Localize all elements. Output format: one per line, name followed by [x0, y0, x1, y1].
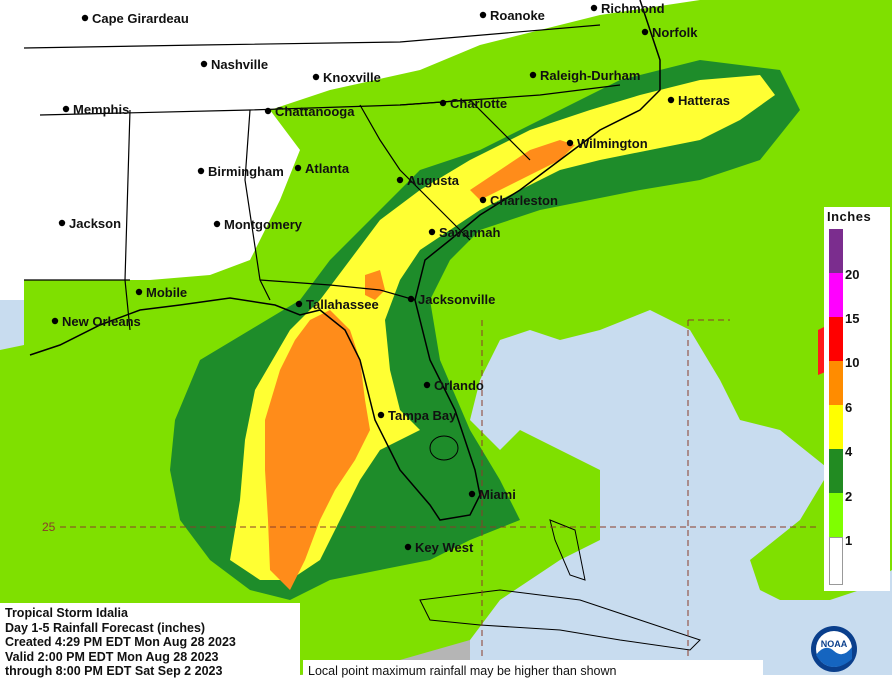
city-label: Norfolk [652, 25, 698, 40]
info-panel: Tropical Storm Idalia Day 1-5 Rainfall F… [0, 603, 300, 678]
swatch-10-15 [829, 317, 843, 361]
legend: Inches 20 15 10 6 4 2 1 [824, 207, 890, 591]
swatch-2-4 [829, 449, 843, 493]
city-label: Charlotte [450, 96, 507, 111]
product-title: Day 1-5 Rainfall Forecast (inches) [5, 621, 206, 635]
legend-level-4: 4 [845, 444, 853, 459]
rain-4-6 [230, 75, 775, 580]
city-label: Savannah [439, 225, 500, 240]
city-label: Atlanta [305, 161, 350, 176]
city-label: Hatteras [678, 93, 730, 108]
noaa-logo-wave [816, 647, 852, 667]
city-label: Roanoke [490, 8, 545, 23]
swatch-lt1 [829, 537, 843, 585]
city-label: Wilmington [577, 136, 648, 151]
city-layer: Cape Girardeau Roanoke Richmond Norfolk Nash… [51, 1, 730, 555]
swatch-15-20 [829, 273, 843, 317]
coastline [29, 0, 661, 521]
city-marker [312, 73, 320, 81]
city-marker [200, 60, 208, 68]
swatch-4-6 [829, 405, 843, 449]
legend-level-2: 2 [845, 489, 853, 504]
city-label: Birmingham [208, 164, 284, 179]
city-marker [295, 300, 303, 308]
legend-level-1: 1 [845, 533, 853, 548]
legend-level-20: 20 [845, 267, 860, 282]
bahamas-outline [549, 519, 586, 581]
noaa-logo-text: NOAA [821, 639, 848, 649]
storm-name: Tropical Storm Idalia [5, 606, 128, 620]
city-marker [294, 164, 302, 172]
city-marker [264, 107, 272, 115]
city-marker [479, 11, 487, 19]
city-marker [407, 295, 415, 303]
state-borders [23, 24, 621, 331]
city-label: Jacksonville [418, 292, 495, 307]
city-marker [81, 14, 89, 22]
created-time: Created 4:29 PM EDT Mon Aug 28 2023 [5, 635, 236, 649]
city-marker [197, 167, 205, 175]
city-label: New Orleans [62, 314, 141, 329]
city-marker [377, 411, 385, 419]
city-label: Miami [479, 487, 516, 502]
legend-level-15: 15 [845, 311, 860, 326]
valid-time: Valid 2:00 PM EDT Mon Aug 28 2023 [5, 650, 219, 664]
disclaimer-text: Local point maximum rainfall may be high… [308, 664, 617, 678]
city-label: Cape Girardeau [92, 11, 189, 26]
city-label: Key West [415, 540, 474, 555]
rain-6-10-carolina [470, 140, 575, 200]
lake-okeechobee [429, 435, 459, 461]
city-marker [667, 96, 675, 104]
city-label: Raleigh-Durham [540, 68, 640, 83]
city-marker [396, 176, 404, 184]
disclaimer-note: Local point maximum rainfall may be high… [303, 660, 763, 678]
city-label: Memphis [73, 102, 129, 117]
noaa-logo: NOAA [811, 626, 857, 672]
city-marker [641, 28, 649, 36]
city-label: Tampa Bay [388, 408, 457, 423]
city-marker [529, 71, 537, 79]
city-marker [62, 105, 70, 113]
city-marker [590, 4, 598, 12]
city-marker [566, 139, 574, 147]
city-label: Nashville [211, 57, 268, 72]
city-label: Augusta [407, 173, 460, 188]
legend-level-6: 6 [845, 400, 853, 415]
city-marker [439, 99, 447, 107]
legend-level-10: 10 [845, 355, 860, 370]
rain-6-10-panhandle [365, 270, 385, 300]
city-label: Montgomery [224, 217, 303, 232]
city-label: Richmond [601, 1, 665, 16]
city-marker [468, 490, 476, 498]
city-marker [135, 288, 143, 296]
city-label: Mobile [146, 285, 187, 300]
city-label: Charleston [490, 193, 558, 208]
city-marker [51, 317, 59, 325]
city-marker [58, 219, 66, 227]
city-label: Orlando [434, 378, 484, 393]
swatch-1-2 [829, 493, 843, 537]
city-label: Tallahassee [306, 297, 379, 312]
city-label: Chattanooga [275, 104, 355, 119]
city-label: Knoxville [323, 70, 381, 85]
rain-6-10-florida [265, 310, 370, 590]
cuba-outline [419, 589, 701, 651]
swatch-6-10 [829, 361, 843, 405]
city-marker [404, 543, 412, 551]
city-label: Jackson [69, 216, 121, 231]
city-marker [428, 228, 436, 236]
legend-title: Inches [827, 209, 872, 224]
city-marker [479, 196, 487, 204]
lat-25-label: 25 [42, 520, 56, 534]
city-marker [423, 381, 431, 389]
city-marker [213, 220, 221, 228]
swatch-gt20 [829, 229, 843, 273]
through-time: through 8:00 PM EDT Sat Sep 2 2023 [5, 664, 223, 678]
